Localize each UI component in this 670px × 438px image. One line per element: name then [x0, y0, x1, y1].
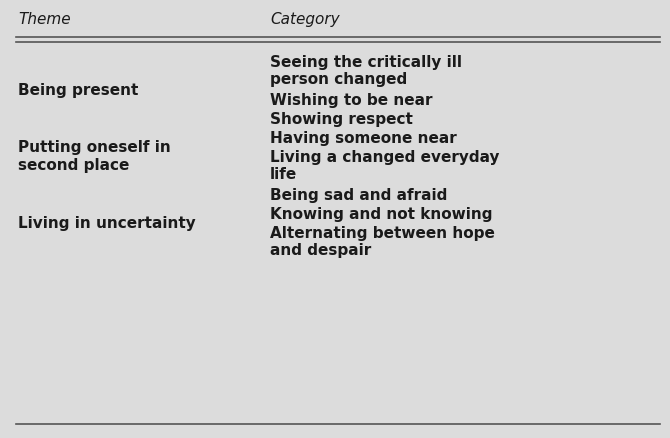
- Text: Seeing the critically ill
person changed: Seeing the critically ill person changed: [270, 55, 462, 87]
- Text: Alternating between hope
and despair: Alternating between hope and despair: [270, 226, 495, 258]
- Text: Showing respect: Showing respect: [270, 112, 413, 127]
- Text: Living in uncertainty: Living in uncertainty: [18, 216, 196, 231]
- Text: Having someone near: Having someone near: [270, 131, 457, 146]
- Text: Knowing and not knowing: Knowing and not knowing: [270, 207, 492, 222]
- Text: Putting oneself in
second place: Putting oneself in second place: [18, 140, 171, 173]
- Text: Living a changed everyday
life: Living a changed everyday life: [270, 150, 500, 182]
- Text: Wishing to be near: Wishing to be near: [270, 93, 433, 108]
- Text: Being sad and afraid: Being sad and afraid: [270, 187, 448, 202]
- Text: Being present: Being present: [18, 83, 139, 98]
- Text: Theme: Theme: [18, 12, 70, 27]
- Text: Category: Category: [270, 12, 340, 27]
